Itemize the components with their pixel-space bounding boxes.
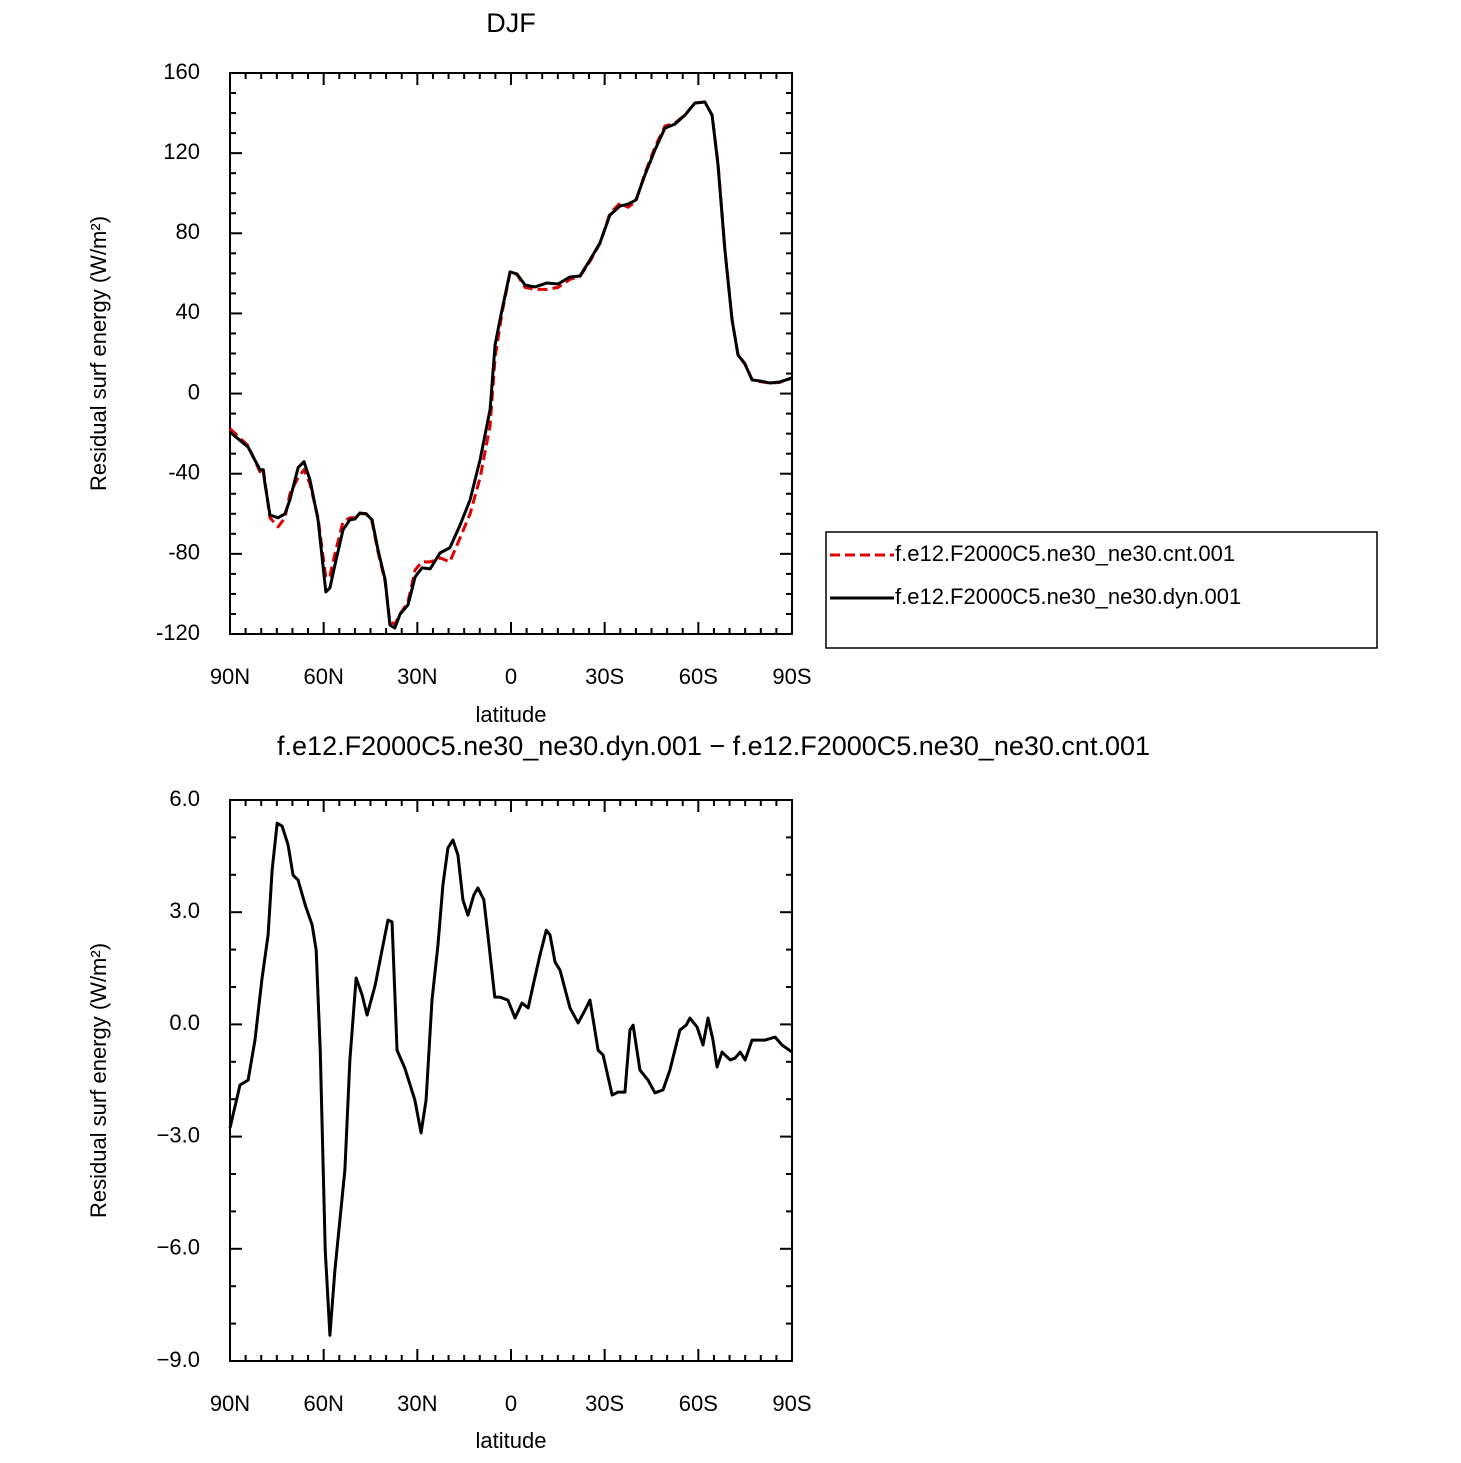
x-axis-label: latitude <box>476 702 547 727</box>
y-tick-label: 6.0 <box>169 786 200 811</box>
x-tick-label: 0 <box>505 1391 517 1416</box>
y-tick-label: 0.0 <box>169 1010 200 1035</box>
x-tick-label: 30N <box>397 664 437 689</box>
y-tick-label: 160 <box>163 59 200 84</box>
y-tick-label: −6.0 <box>157 1235 200 1260</box>
plot-frame <box>229 72 793 635</box>
x-tick-label: 90S <box>772 1391 811 1416</box>
y-tick-label: -80 <box>168 540 200 565</box>
y-tick-label: −9.0 <box>157 1347 200 1372</box>
y-tick-label: -40 <box>168 460 200 485</box>
y-tick-label: 80 <box>176 219 200 244</box>
data-line <box>228 821 793 1337</box>
x-tick-label: 90N <box>210 1391 250 1416</box>
x-tick-label: 90S <box>772 664 811 689</box>
plot-frame <box>229 799 793 1362</box>
y-axis-label: Residual surf energy (W/m²) <box>86 216 111 491</box>
y-tick-label: -120 <box>156 620 200 645</box>
x-tick-label: 60N <box>303 664 343 689</box>
x-tick-label: 30N <box>397 1391 437 1416</box>
y-tick-label: 3.0 <box>169 898 200 923</box>
y-tick-label: 40 <box>176 299 200 324</box>
x-axis-label: latitude <box>476 1428 547 1453</box>
x-tick-label: 60S <box>679 1391 718 1416</box>
x-tick-label: 0 <box>505 664 517 689</box>
x-tick-label: 60N <box>303 1391 343 1416</box>
data-line <box>229 100 793 630</box>
x-tick-label: 60S <box>679 664 718 689</box>
x-tick-label: 30S <box>585 664 624 689</box>
y-tick-label: 120 <box>163 139 200 164</box>
x-tick-label: 30S <box>585 1391 624 1416</box>
legend-box <box>825 531 1378 649</box>
legend-label: f.e12.F2000C5.ne30_ne30.dyn.001 <box>895 584 1241 609</box>
y-tick-label: 0 <box>188 379 200 404</box>
chart-title: DJF <box>486 8 536 38</box>
x-tick-label: 90N <box>210 664 250 689</box>
y-tick-label: −3.0 <box>157 1122 200 1147</box>
data-line <box>228 100 793 626</box>
legend-label: f.e12.F2000C5.ne30_ne30.cnt.001 <box>895 541 1235 566</box>
y-axis-label: Residual surf energy (W/m²) <box>86 943 111 1218</box>
chart-title: f.e12.F2000C5.ne30_ne30.dyn.001 − f.e12.… <box>277 731 1150 761</box>
